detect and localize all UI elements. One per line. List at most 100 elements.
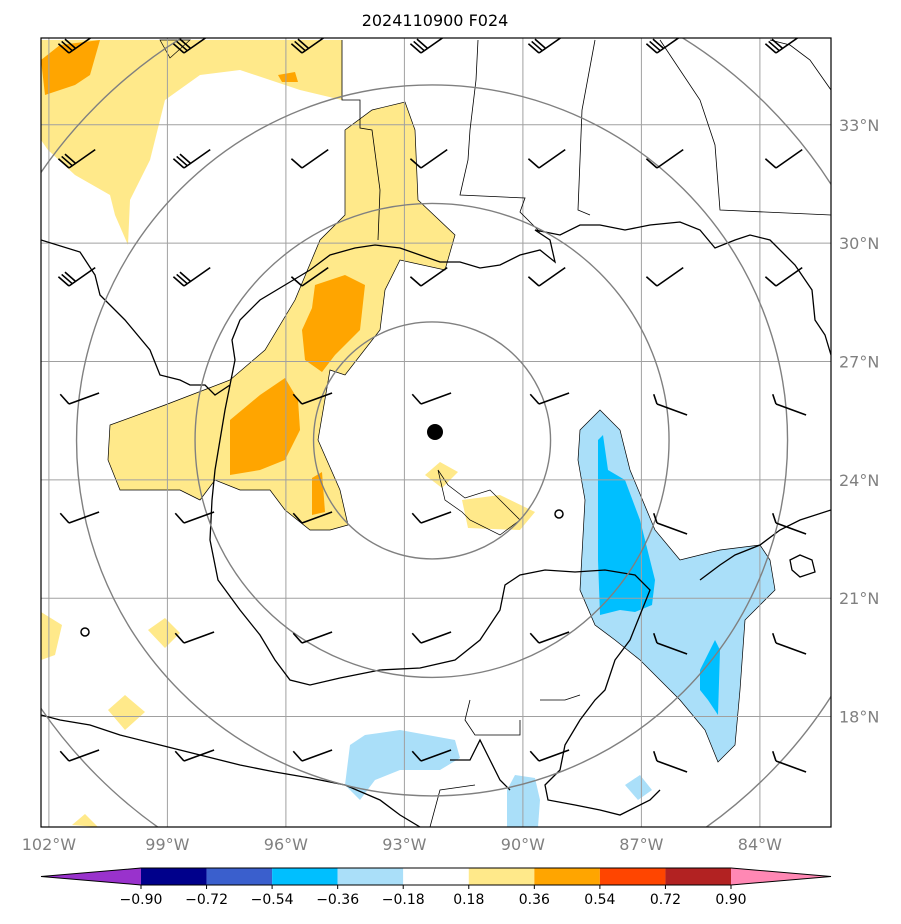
wind-barb	[409, 148, 448, 169]
wind-barb	[411, 392, 452, 405]
range-ring	[194, 202, 670, 679]
wind-barb	[652, 750, 688, 773]
wind-barb	[529, 631, 570, 644]
colorbar-tick-label: −0.54	[251, 892, 294, 908]
wind-barb	[645, 266, 684, 287]
colorbar-tick-label: −0.72	[185, 892, 228, 908]
wind-barb	[771, 512, 807, 535]
wind-barb	[57, 38, 92, 54]
lat-tick-labels: 33°N 30°N 27°N 24°N 21°N 18°N	[839, 116, 879, 727]
lon-tick-label: 87°W	[619, 835, 663, 854]
colorbar-tick-label: 0.18	[453, 892, 484, 908]
lon-tick-label: 93°W	[382, 835, 426, 854]
wind-barb	[59, 392, 100, 405]
wind-barb	[645, 148, 684, 169]
wind-barb	[764, 38, 799, 54]
wind-barb	[764, 266, 803, 287]
lon-tick-labels: 102°W 99°W 96°W 93°W 90°W 87°W 84°W	[22, 835, 782, 854]
wind-barb	[292, 749, 333, 762]
wind-barb	[529, 749, 570, 762]
lat-tick-label: 27°N	[839, 352, 879, 371]
lat-tick-label: 33°N	[839, 116, 879, 135]
positive-field-low	[41, 40, 535, 827]
lat-tick-label: 18°N	[839, 708, 879, 727]
wind-barb	[771, 393, 807, 416]
colorbar: −0.90 −0.72 −0.54 −0.36 −0.18 0.18 0.36 0.54 0.7…	[40, 867, 832, 908]
wind-barb	[172, 38, 207, 54]
colorbar-tick-label: −0.90	[120, 892, 163, 908]
wind-barb	[771, 750, 807, 773]
calm-marker	[80, 627, 90, 637]
wind-barb	[290, 266, 329, 287]
wind-barb	[652, 393, 688, 416]
lat-tick-label: 30°N	[839, 234, 879, 253]
wind-barb	[292, 392, 333, 405]
colorbar-extend-high	[731, 868, 831, 885]
colorbar-extend-low	[41, 868, 141, 885]
range-ring	[75, 84, 789, 797]
positive-field-high	[41, 40, 365, 515]
wind-barb	[652, 512, 688, 535]
lon-tick-label: 102°W	[22, 835, 77, 854]
wind-barb	[409, 38, 444, 54]
colorbar-segment	[403, 868, 469, 885]
wind-barb	[59, 511, 100, 524]
wind-barb	[292, 511, 333, 524]
wind-barb	[411, 511, 452, 524]
wind-barb	[527, 38, 562, 54]
wind-barb	[172, 148, 211, 169]
colorbar-tick-label: −0.36	[316, 892, 359, 908]
colorbar-tick-label: −0.18	[382, 892, 425, 908]
wind-barb	[411, 749, 452, 762]
colorbar-segment	[337, 868, 404, 885]
lon-tick-label: 84°W	[738, 835, 782, 854]
colorbar-tick-label: 0.54	[584, 892, 615, 908]
wind-barbs	[57, 38, 807, 773]
lon-tick-label: 96°W	[264, 835, 308, 854]
wind-barb	[764, 148, 803, 169]
lat-tick-label: 21°N	[839, 589, 879, 608]
colorbar-tick-label: 0.72	[650, 892, 681, 908]
wind-barb	[652, 632, 688, 655]
colorbar-segment	[141, 868, 207, 885]
wind-barb	[172, 266, 211, 287]
wind-barb	[292, 631, 333, 644]
wind-barb	[290, 148, 329, 169]
colorbar-segment	[599, 868, 666, 885]
wind-barb	[409, 266, 448, 287]
colorbar-tick-label: 0.36	[519, 892, 550, 908]
negative-field-low	[345, 410, 775, 827]
wind-barb	[527, 266, 566, 287]
colorbar-segment	[272, 868, 338, 885]
wind-barb	[57, 266, 96, 287]
lon-tick-label: 90°W	[501, 835, 545, 854]
wind-barb	[174, 749, 215, 762]
coastlines	[41, 221, 831, 827]
calm-marker	[554, 509, 564, 519]
borders	[341, 39, 831, 827]
colorbar-segment	[534, 868, 600, 885]
lon-tick-label: 99°W	[145, 835, 189, 854]
wind-barb	[529, 392, 570, 405]
wind-barb	[771, 632, 807, 655]
wind-barb	[59, 749, 100, 762]
colorbar-segment	[206, 868, 273, 885]
graticule	[41, 38, 831, 827]
map-title: 2024110900 F024	[362, 11, 509, 30]
storm-center-marker	[427, 424, 443, 440]
wind-barb	[411, 631, 452, 644]
range-ring	[312, 321, 552, 560]
wind-barb	[645, 38, 680, 54]
wind-barb	[290, 38, 325, 54]
wind-barb	[174, 511, 215, 524]
colorbar-segment	[468, 868, 535, 885]
map-frame	[40, 37, 832, 828]
colorbar-segment	[665, 868, 731, 885]
wind-barb	[174, 631, 215, 644]
wind-barb	[57, 148, 96, 169]
lat-tick-label: 24°N	[839, 471, 879, 490]
colorbar-tick-label: 0.90	[715, 892, 746, 908]
wind-barb	[527, 148, 566, 169]
